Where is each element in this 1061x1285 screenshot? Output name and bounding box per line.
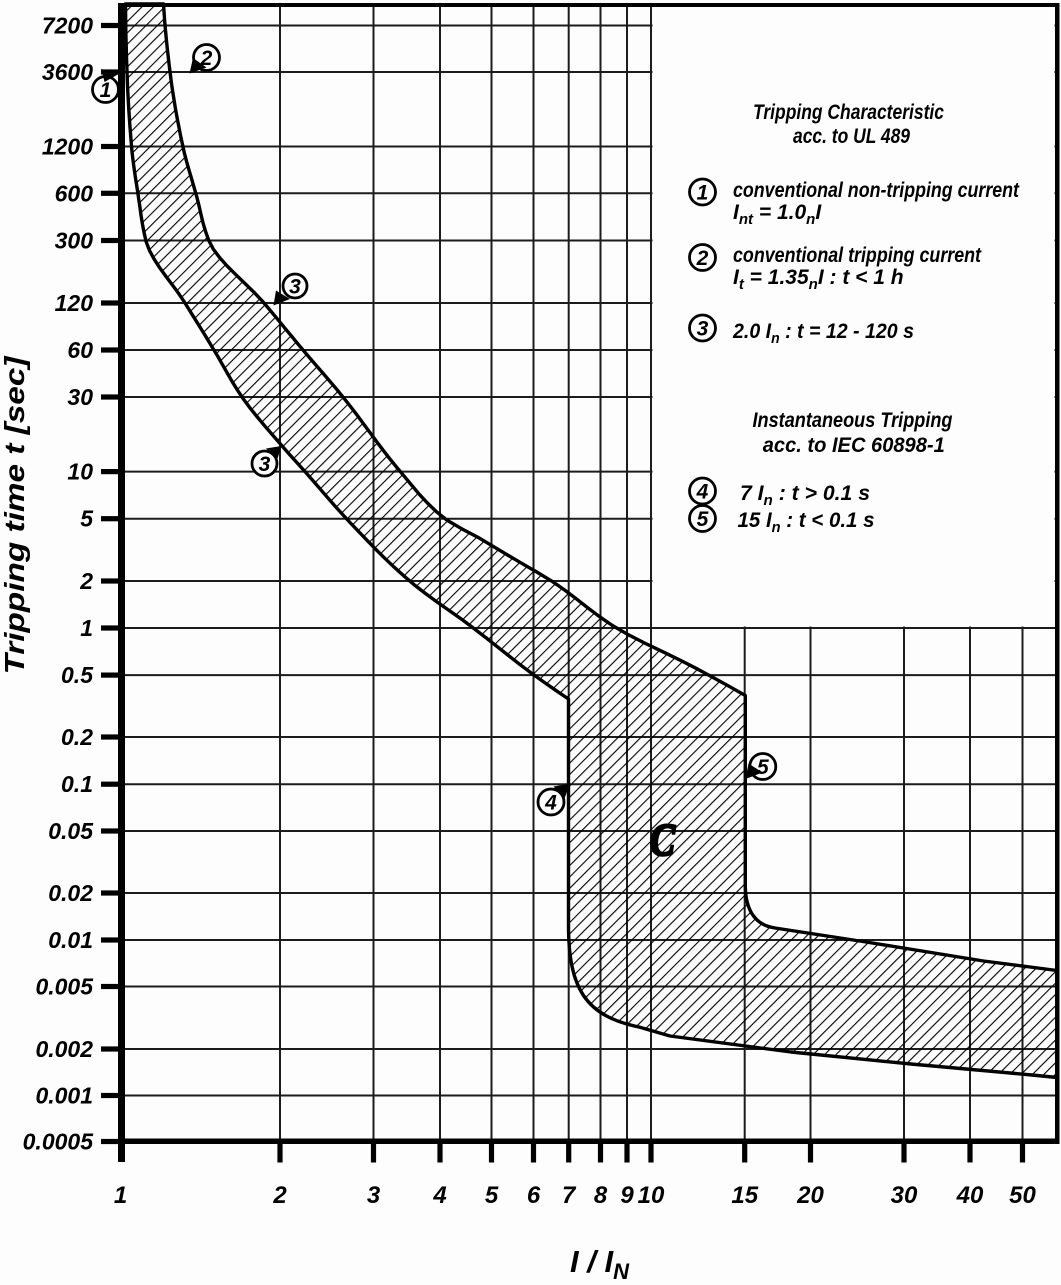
svg-text:30: 30 [891,1182,918,1209]
svg-text:1: 1 [100,79,112,102]
svg-text:2: 2 [200,47,213,70]
svg-text:15: 15 [731,1182,758,1209]
svg-text:0.05: 0.05 [48,818,94,844]
svg-text:0.2: 0.2 [61,724,93,750]
svg-text:600: 600 [55,180,94,206]
svg-text:10: 10 [67,459,93,485]
svg-text:20: 20 [796,1182,824,1209]
svg-text:0.01: 0.01 [48,927,93,953]
svg-text:50: 50 [1009,1182,1036,1209]
svg-text:Instantaneous Tripping: Instantaneous Tripping [753,409,953,432]
svg-text:3: 3 [289,276,301,299]
svg-text:120: 120 [55,290,94,316]
svg-text:1: 1 [114,1182,127,1209]
svg-text:3: 3 [697,318,709,341]
svg-text:0.1: 0.1 [61,771,93,797]
svg-text:It = 1.35nI : t < 1 h: It = 1.35nI : t < 1 h [733,266,904,293]
svg-text:30: 30 [67,384,93,410]
svg-text:9: 9 [620,1182,634,1209]
svg-text:40: 40 [956,1182,984,1209]
svg-text:C: C [650,814,676,865]
svg-text:4: 4 [544,792,557,815]
svg-text:conventional non-tripping curr: conventional non-tripping current [733,179,1020,202]
svg-text:0.5: 0.5 [61,662,94,688]
svg-text:acc. to IEC 60898-1: acc. to IEC 60898-1 [763,434,945,457]
svg-text:5: 5 [697,508,709,531]
svg-text:2: 2 [696,247,709,270]
svg-text:2: 2 [79,568,93,594]
svg-text:0.0005: 0.0005 [23,1129,95,1155]
svg-text:1200: 1200 [42,134,93,160]
svg-text:5: 5 [80,506,94,532]
svg-text:4: 4 [432,1182,446,1209]
svg-text:0.002: 0.002 [35,1036,93,1062]
svg-text:6: 6 [527,1182,541,1209]
svg-text:1: 1 [697,182,709,205]
svg-text:5: 5 [757,756,769,779]
svg-text:0.001: 0.001 [35,1083,93,1109]
svg-text:3600: 3600 [42,59,93,85]
svg-text:7: 7 [562,1182,577,1209]
svg-text:8: 8 [594,1182,608,1209]
svg-text:3: 3 [367,1182,381,1209]
svg-text:2.0 In : t = 12 - 120 s: 2.0 In : t = 12 - 120 s [732,320,914,347]
svg-text:5: 5 [485,1182,499,1209]
svg-text:4: 4 [696,481,709,504]
svg-text:2: 2 [272,1182,287,1209]
svg-text:3: 3 [259,453,271,476]
svg-text:7200: 7200 [42,13,93,39]
svg-text:300: 300 [55,228,94,254]
svg-text:15 In : t < 0.1 s: 15 In : t < 0.1 s [738,509,875,536]
svg-text:conventional tripping current: conventional tripping current [733,244,982,267]
svg-text:7 In : t > 0.1 s: 7 In : t > 0.1 s [740,482,870,509]
svg-text:10: 10 [638,1182,665,1209]
svg-text:Tripping Characteristic: Tripping Characteristic [753,101,944,124]
svg-text:1: 1 [80,615,93,641]
svg-text:acc. to UL 489: acc. to UL 489 [793,125,910,148]
svg-text:0.005: 0.005 [35,974,94,1000]
svg-text:Tripping time t [sec]: Tripping time t [sec] [0,355,30,675]
svg-text:0.02: 0.02 [48,880,93,906]
svg-text:60: 60 [67,337,93,363]
